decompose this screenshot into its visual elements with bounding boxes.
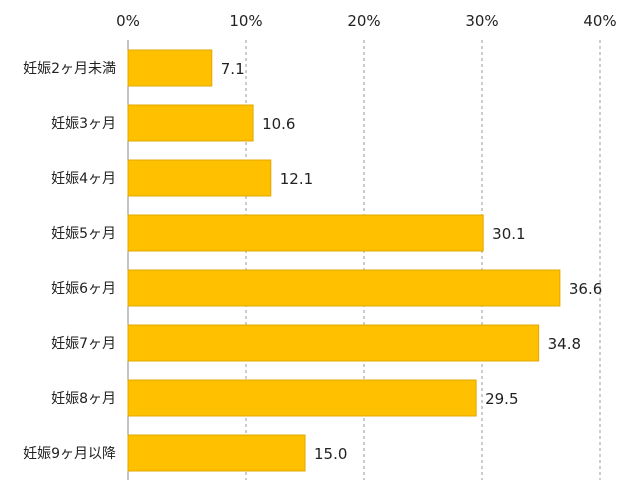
bar [127, 379, 477, 417]
bars [127, 49, 561, 472]
x-tick-label: 10% [229, 12, 262, 30]
category-label: 妊娠2ヶ月未満 [23, 61, 116, 77]
bar [127, 324, 540, 362]
x-tick-label: 30% [465, 12, 498, 30]
category-label: 妊娠7ヶ月 [51, 336, 116, 352]
bar [127, 49, 213, 87]
data-label: 29.5 [485, 390, 518, 408]
category-label: 妊娠3ヶ月 [51, 116, 116, 132]
data-label: 30.1 [492, 225, 525, 243]
bar [127, 434, 306, 472]
category-label: 妊娠6ヶ月 [51, 281, 116, 297]
labels: 0% 10% 20% 30% 40% 妊娠2ヶ月未満 7.1 妊娠3ヶ月 10.6 妊娠4ヶ月 12… [23, 12, 617, 463]
bar [127, 269, 561, 307]
category-label: 妊娠9ヶ月以降 [23, 446, 116, 462]
x-tick-label: 40% [583, 12, 616, 30]
bar [127, 104, 254, 142]
x-tick-label: 0% [116, 12, 140, 30]
bar [127, 159, 272, 197]
data-label: 36.6 [569, 280, 602, 298]
x-tick-label: 20% [347, 12, 380, 30]
category-label: 妊娠8ヶ月 [51, 391, 116, 407]
category-label: 妊娠5ヶ月 [51, 226, 116, 242]
data-label: 34.8 [548, 335, 581, 353]
bar [127, 214, 484, 252]
data-label: 10.6 [262, 115, 295, 133]
category-label: 妊娠4ヶ月 [51, 171, 116, 187]
data-label: 7.1 [221, 60, 245, 78]
data-label: 15.0 [314, 445, 347, 463]
data-label: 12.1 [280, 170, 313, 188]
